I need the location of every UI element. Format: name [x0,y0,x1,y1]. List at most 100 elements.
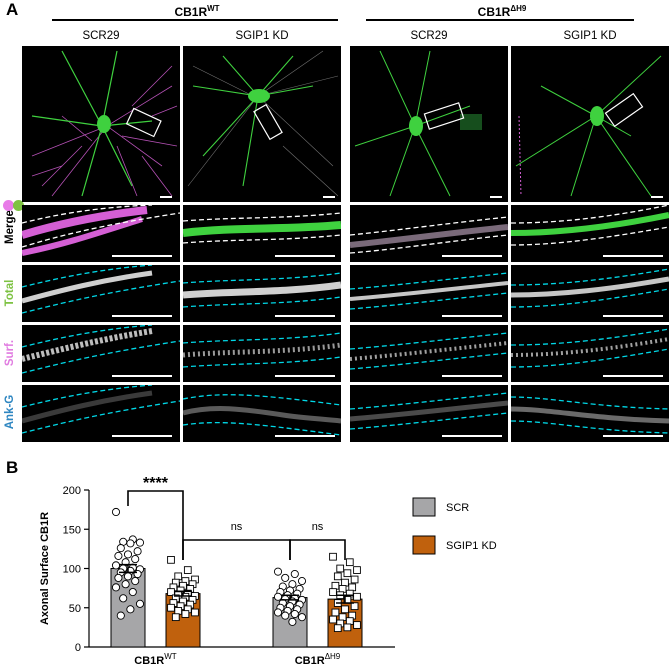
zoom-merge-wt-scr [22,205,180,262]
data-point-circle [128,588,137,597]
data-point-circle [273,567,283,576]
row-label-ankg: Ank-G [4,394,16,430]
data-point-circle [135,599,145,608]
data-point-circle [135,538,145,547]
col-label-1: SCR29 [82,30,120,42]
significance-bracket-3 [289,539,346,560]
data-point-square [331,581,340,590]
data-point-square [333,624,342,633]
significance-bracket-1 [127,490,184,560]
data-point-square [345,617,354,625]
y-tick-label: 150 [63,524,81,536]
data-point-square [353,566,361,574]
group-title-dh9-text: CB1R [477,5,511,19]
data-point-circle [121,580,130,589]
zoom-total-wt-scr [22,265,180,322]
data-point-circle [111,507,121,517]
data-point-circle [126,539,135,548]
data-point-circle [114,573,123,582]
legend-swatch-1 [412,497,436,517]
data-point-square [329,588,337,596]
data-point-square [331,608,340,617]
col-label-4: SGIP1 KD [563,30,617,42]
zoom-merge-dh9-scr [350,205,508,262]
y-tick-label: 0 [75,642,81,654]
overview-wt-scr [22,46,180,202]
significance-label-1: **** [143,475,169,492]
data-point-circle [131,577,140,586]
zoom-total-dh9-scr [350,265,508,322]
group-line-wt [52,19,338,21]
data-point-square [353,621,361,629]
zoom-merge-wt-kd [183,205,341,262]
zoom-total-dh9-kd [511,265,669,322]
data-point-square [167,556,175,564]
zoom-ankg-wt-kd [183,385,341,442]
y-tick-label: 50 [69,603,81,615]
overview-dh9-scr [350,46,508,202]
data-point-square [183,566,192,574]
data-point-square [329,615,337,624]
x-group-label-superscript: ΔH9 [325,652,341,661]
zoom-ankg-dh9-kd [511,385,669,442]
x-group-label-superscript: WT [164,652,177,661]
data-point-square [329,552,337,561]
zoom-total-wt-kd [183,265,341,322]
y-axis-label: Axonal Surface CB1R [39,512,51,625]
data-point-circle [131,555,140,564]
data-point-circle [297,577,307,586]
overview-wt-kd [183,46,341,202]
data-point-square [174,607,183,615]
data-point-circle [290,569,299,579]
data-point-square [336,564,345,573]
group-line-dh9 [366,19,634,21]
data-point-square [343,569,352,578]
zoom-surf-wt-scr [22,325,180,382]
x-group-label-2: CB1RΔH9 [295,652,341,667]
data-point-square [191,608,199,617]
data-point-square [338,585,347,593]
y-tick-label: 100 [63,564,81,576]
legend-swatch-2 [412,535,436,555]
data-point-square [350,602,359,611]
data-point-circle [111,583,121,592]
group-title-wt: CB1RWT [52,4,342,19]
data-point-square [333,572,342,581]
significance-bracket-2 [182,539,291,560]
bar-chart: 0 50 100 150 200 Axonal Surface CB1R CB1R WT CB1… [39,475,497,667]
legend-label-2: SGIP1 KD [446,540,497,552]
significance-label-2: ns [231,521,243,533]
data-point-circle [116,544,125,553]
y-tick-label: 200 [63,485,81,497]
data-point-square [345,558,354,567]
data-point-circle [290,609,299,619]
col-label-3: SCR29 [410,30,448,42]
group-title-dh9: CB1RΔH9 [366,4,638,19]
col-label-2: SGIP1 KD [235,30,289,42]
data-point-square [341,578,349,587]
data-point-square [353,592,361,601]
data-point-circle [119,594,128,603]
data-point-circle [288,617,297,626]
data-point-square [167,588,175,596]
data-point-square [181,610,190,618]
data-point-square [348,583,357,592]
data-point-circle [273,592,283,601]
overview-dh9-kd [511,46,669,202]
zoom-ankg-dh9-scr [350,385,508,442]
x-group-label-text: CB1R [295,655,325,667]
merge-dot-green [13,200,24,211]
data-point-circle [297,613,307,622]
data-point-square [338,613,347,622]
data-point-square [343,623,352,632]
data-point-square [167,603,175,612]
zoom-surf-dh9-kd [511,325,669,382]
data-point-circle [123,572,133,581]
group-title-dh9-sup: ΔH9 [510,4,527,13]
legend-label-1: SCR [446,502,469,514]
zoom-merge-dh9-kd [511,205,669,262]
data-point-square [345,589,354,598]
data-point-circle [133,569,142,579]
panel-a-letter: A [6,0,19,19]
data-point-circle [114,551,123,560]
